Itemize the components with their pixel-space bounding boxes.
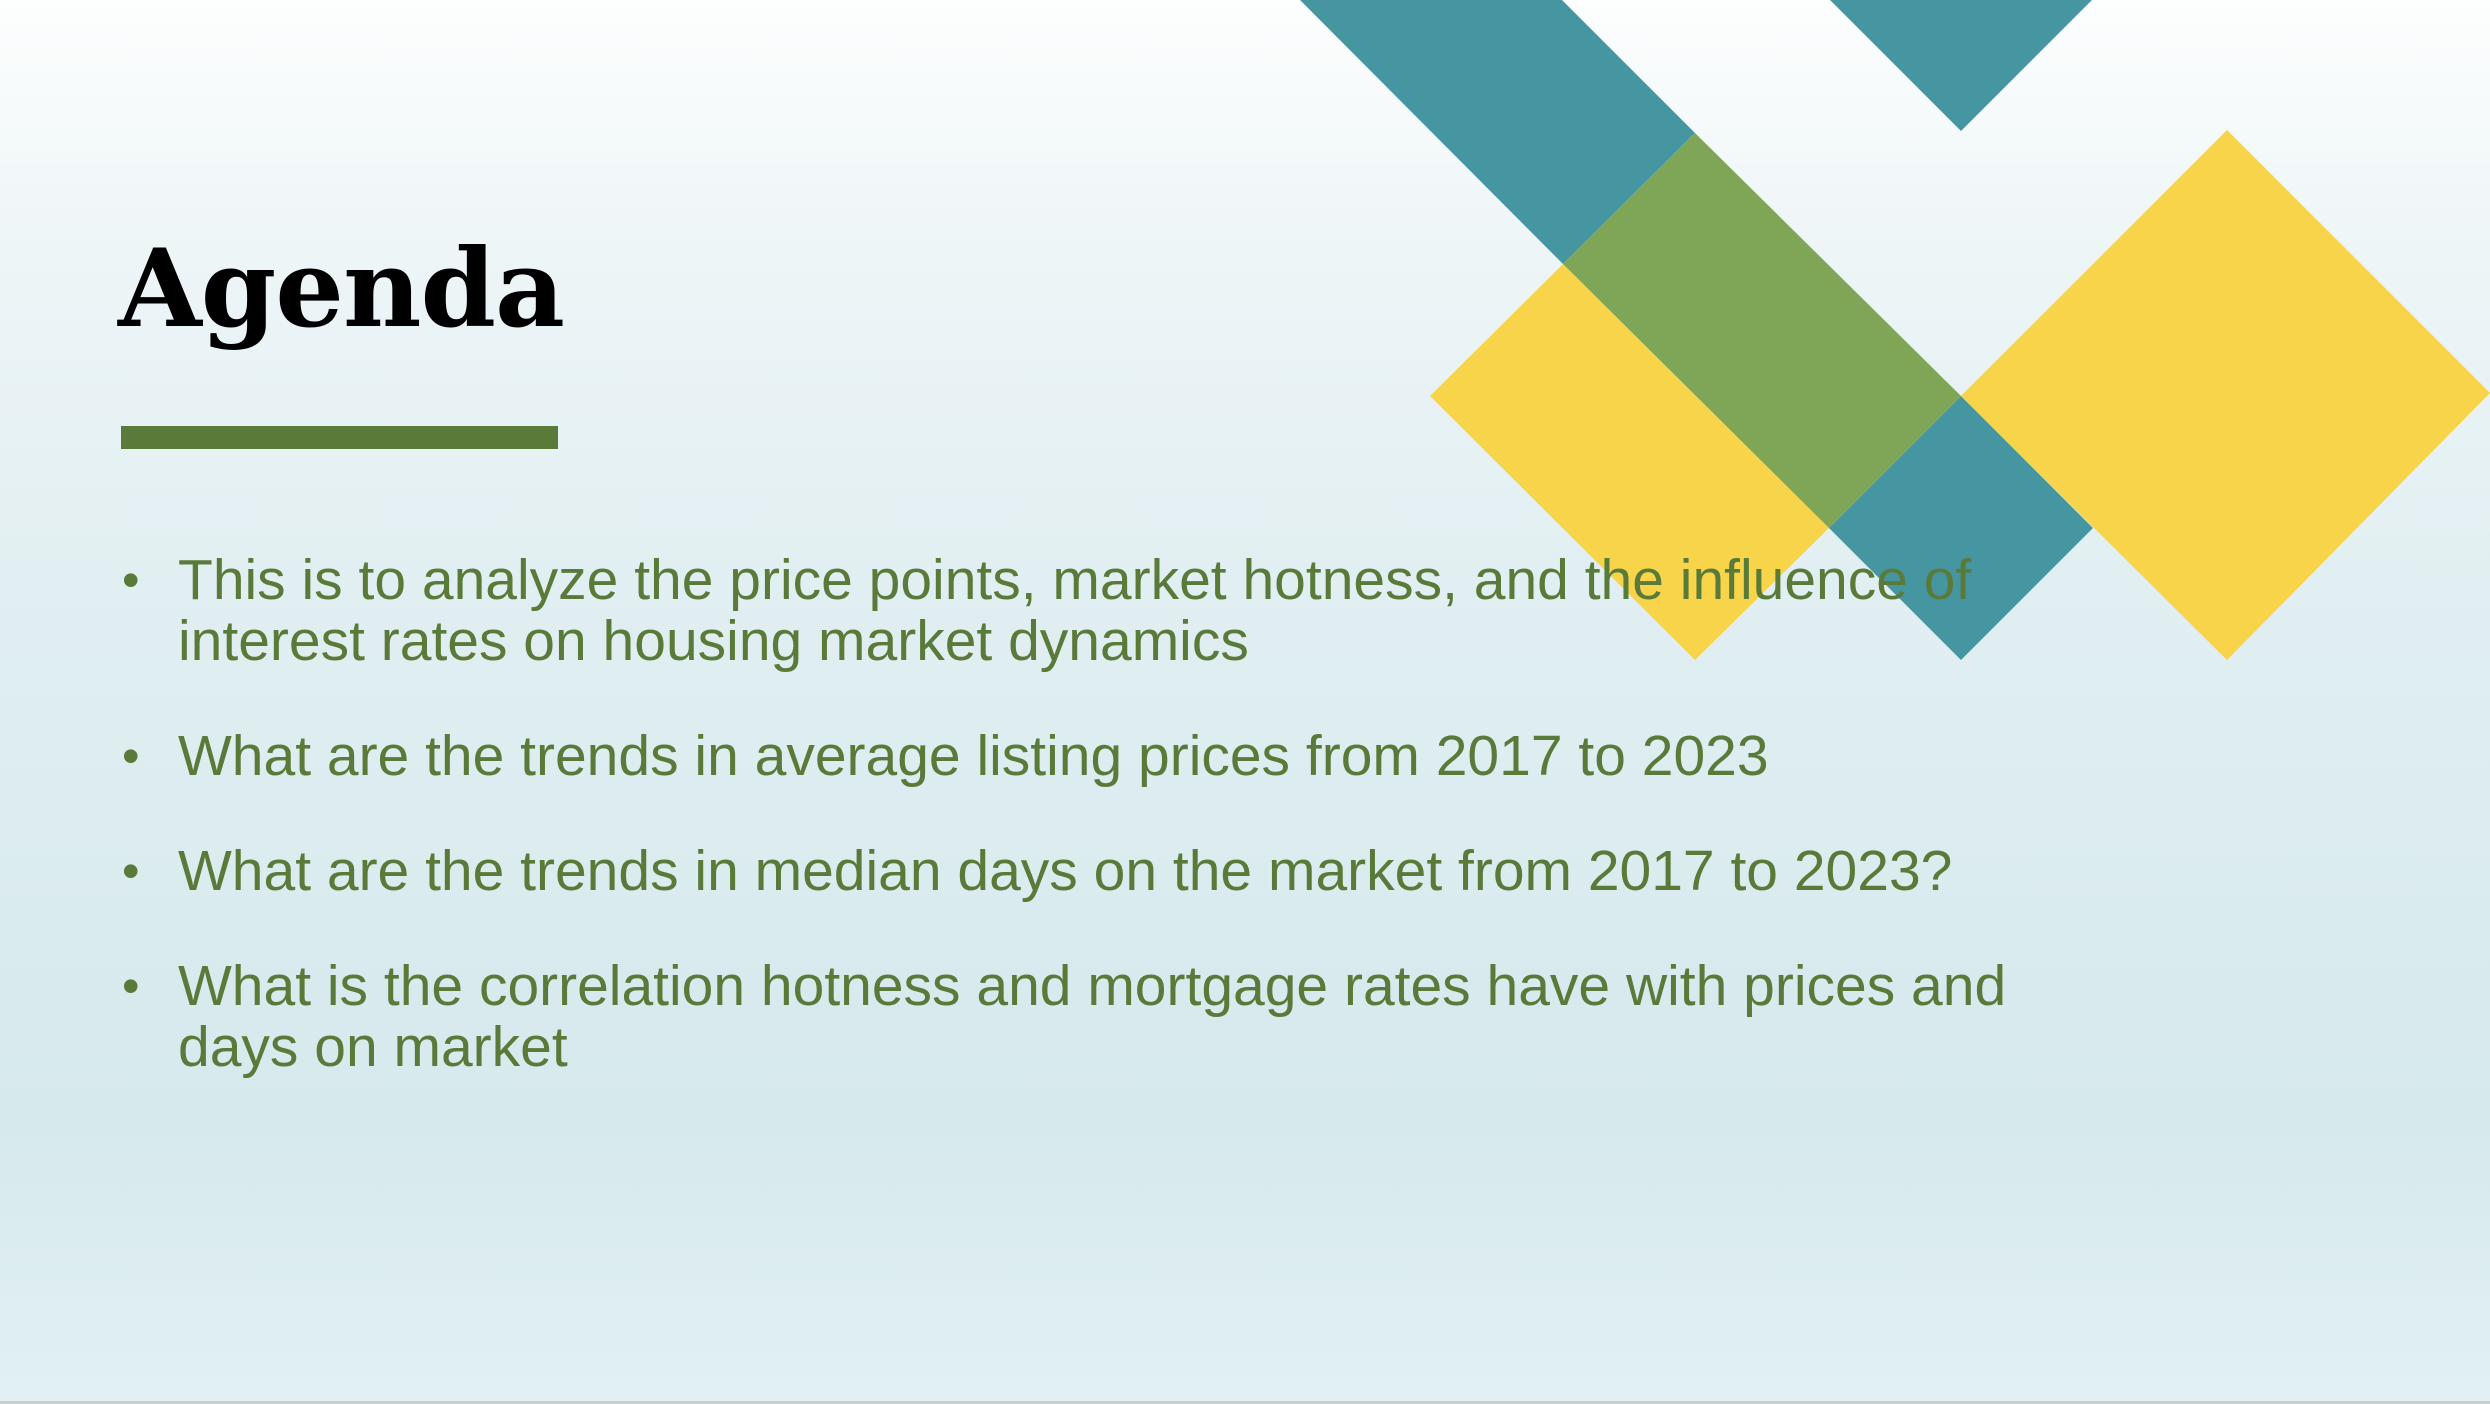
list-item: • What are the trends in average listing… [118,726,2018,787]
list-item: • What are the trends in median days on … [118,841,2018,902]
list-item: • This is to analyze the price points, m… [118,550,2018,672]
bullet-icon: • [122,841,140,902]
bullet-text: What are the trends in average listing p… [178,724,1769,788]
page-title: Agenda [118,230,564,349]
bullet-text: This is to analyze the price points, mar… [178,548,1971,673]
bullet-icon: • [122,550,140,611]
bullet-text: What are the trends in median days on th… [178,839,1952,903]
teal-top-triangle [1830,0,2092,131]
bullet-icon: • [122,956,140,1017]
list-item: • What is the correlation hotness and mo… [118,956,2018,1078]
bullet-text: What is the correlation hotness and mort… [178,954,2006,1079]
bullet-icon: • [122,726,140,787]
title-underline [121,426,558,449]
agenda-list: • This is to analyze the price points, m… [118,550,2018,1132]
